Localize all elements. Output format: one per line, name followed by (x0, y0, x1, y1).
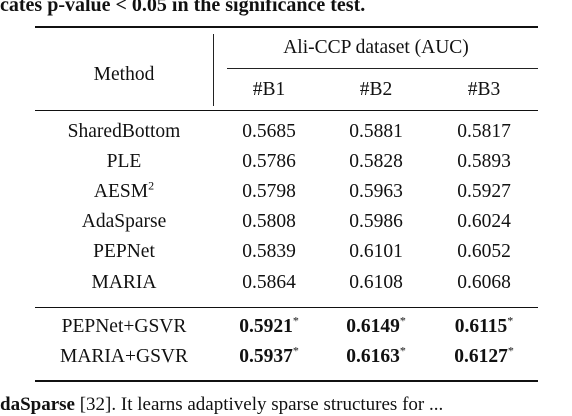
auc-value: 0.5963 (349, 181, 403, 203)
auc-value-text: 0.6163 (346, 346, 400, 367)
header-rule (35, 110, 538, 111)
auc-value-text: 0.6127 (454, 346, 508, 367)
significance-mark: * (507, 313, 514, 328)
auc-value: 0.5893 (457, 151, 511, 173)
auc-value: 0.5927 (457, 181, 511, 203)
auc-value-text: 0.5839 (242, 241, 296, 262)
method-superscript: 2 (148, 178, 155, 193)
auc-value-text: 0.5937 (239, 346, 293, 367)
auc-value-text: 0.5685 (242, 121, 296, 142)
auc-value-text: 0.6149 (346, 316, 400, 337)
auc-value: 0.6149* (346, 313, 406, 338)
significance-mark: * (292, 313, 299, 328)
method-name-text: SharedBottom (67, 121, 181, 142)
auc-value: 0.5864 (242, 272, 296, 294)
body-text-bold: daSparse (0, 394, 75, 415)
auc-value: 0.5839 (242, 241, 296, 263)
auc-value: 0.6052 (457, 241, 511, 263)
body-text-rest: [32]. It learns adaptively sparse struct… (74, 394, 444, 415)
auc-value: 0.5808 (242, 211, 296, 233)
group-header-rule (227, 68, 538, 69)
auc-value-text: 0.6024 (457, 211, 511, 232)
table-bottom-rule (35, 380, 538, 382)
method-name-text: PEPNet (93, 241, 155, 262)
section-rule (35, 307, 538, 308)
method-header: Method (93, 64, 155, 85)
auc-value: 0.6127* (454, 343, 514, 368)
auc-value: 0.5786 (242, 151, 296, 173)
auc-value: 0.6108 (349, 272, 403, 294)
auc-value: 0.5881 (349, 121, 403, 143)
auc-value: 0.5921* (239, 313, 299, 338)
method-name-text: AdaSparse (81, 211, 167, 232)
auc-value: 0.5937* (239, 343, 299, 368)
auc-value-text: 0.5808 (242, 211, 296, 232)
auc-value-text: 0.5828 (349, 151, 403, 172)
method-name-text: PEPNet+GSVR (61, 316, 187, 337)
significance-mark: * (399, 313, 406, 328)
auc-value-text: 0.5963 (349, 181, 403, 202)
method-name: AdaSparse (82, 211, 166, 233)
significance-mark: * (399, 343, 406, 358)
auc-value: 0.6163* (346, 343, 406, 368)
auc-value-text: 0.6052 (457, 241, 511, 262)
auc-value: 0.6115* (454, 313, 514, 338)
method-name: MARIA (91, 272, 156, 294)
column-header-b2: #B2 (359, 79, 393, 100)
auc-value-text: 0.5921 (239, 316, 293, 337)
method-name: PLE (107, 151, 142, 173)
method-name: MARIA+GSVR (60, 346, 188, 368)
auc-value: 0.6024 (457, 211, 511, 233)
auc-value-text: 0.5927 (457, 181, 511, 202)
auc-value-text: 0.6108 (349, 272, 403, 293)
method-name-text: MARIA (91, 272, 157, 293)
column-divider (213, 34, 214, 106)
table-caption: cates p-value < 0.05 in the significance… (0, 0, 366, 16)
method-name-text: PLE (106, 151, 142, 172)
auc-value: 0.5986 (349, 211, 403, 233)
auc-value-text: 0.5893 (457, 151, 511, 172)
auc-value: 0.5798 (242, 181, 296, 203)
method-name: PEPNet+GSVR (62, 316, 187, 338)
auc-value-text: 0.5817 (457, 121, 511, 142)
auc-value-text: 0.5986 (349, 211, 403, 232)
auc-value: 0.6068 (457, 272, 511, 294)
auc-value-text: 0.5881 (349, 121, 403, 142)
table-top-rule (35, 26, 538, 28)
column-header-b3: #B3 (467, 79, 501, 100)
significance-mark: * (507, 343, 514, 358)
auc-value-text: 0.5786 (242, 151, 296, 172)
column-header-b1: #B1 (252, 79, 286, 100)
dataset-header: Ali-CCP dataset (AUC) (283, 37, 469, 58)
body-text-line: daSparse [32]. It learns adaptively spar… (0, 394, 443, 416)
method-name: AESM2 (93, 178, 155, 203)
auc-value-text: 0.6068 (457, 272, 511, 293)
auc-value: 0.5817 (457, 121, 511, 143)
auc-value-text: 0.5798 (242, 181, 296, 202)
significance-mark: * (292, 343, 299, 358)
method-name: SharedBottom (68, 121, 181, 143)
auc-value: 0.5828 (349, 151, 403, 173)
auc-value-text: 0.6115 (454, 316, 508, 337)
auc-value: 0.5685 (242, 121, 296, 143)
method-name-text: AESM (93, 181, 149, 202)
auc-value-text: 0.6101 (349, 241, 403, 262)
auc-value: 0.6101 (349, 241, 403, 263)
method-name: PEPNet (93, 241, 155, 263)
method-name-text: MARIA+GSVR (59, 346, 189, 367)
auc-value-text: 0.5864 (242, 272, 296, 293)
